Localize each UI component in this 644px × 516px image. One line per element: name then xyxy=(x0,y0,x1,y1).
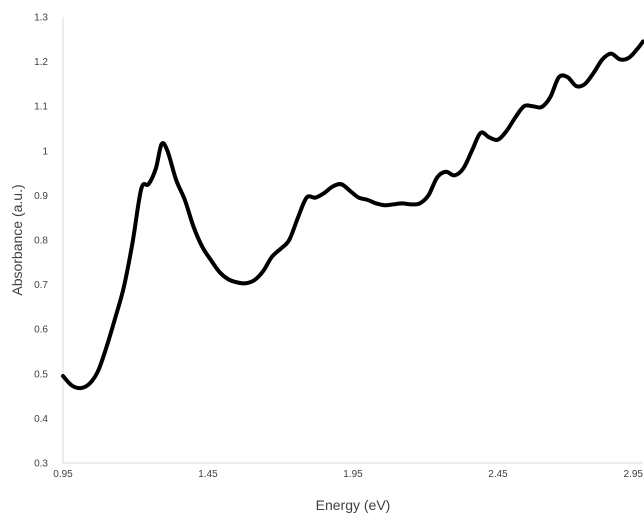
x-tick-label: 0.95 xyxy=(53,469,73,480)
y-tick-labels: 0.3 0.4 0.5 0.6 0.7 0.8 0.9 1 1.1 1.2 1.3 xyxy=(34,13,48,470)
y-tick-label: 0.3 xyxy=(34,459,48,470)
x-tick-labels: 0.95 1.45 1.95 2.45 2.95 xyxy=(53,469,643,480)
series-group xyxy=(61,39,644,391)
y-tick-label: 0.4 xyxy=(34,414,48,425)
x-tick-label: 1.95 xyxy=(343,469,363,480)
y-tick-label: 1.1 xyxy=(34,102,48,113)
y-tick-label: 1 xyxy=(42,146,48,157)
y-tick-label: 0.9 xyxy=(34,191,48,202)
y-tick-label: 1.3 xyxy=(34,13,48,24)
y-tick-label: 0.5 xyxy=(34,369,48,380)
y-tick-label: 0.8 xyxy=(34,236,48,247)
absorbance-series-line xyxy=(61,39,644,391)
x-tick-label: 1.45 xyxy=(198,469,218,480)
x-axis-title: Energy (eV) xyxy=(316,497,391,513)
y-tick-label: 0.6 xyxy=(34,325,48,336)
x-tick-label: 2.45 xyxy=(488,469,508,480)
x-tick-label: 2.95 xyxy=(624,469,644,480)
y-tick-label: 1.2 xyxy=(34,57,48,68)
y-tick-label: 0.7 xyxy=(34,280,48,291)
y-axis-title: Absorbance (a.u.) xyxy=(9,184,25,295)
